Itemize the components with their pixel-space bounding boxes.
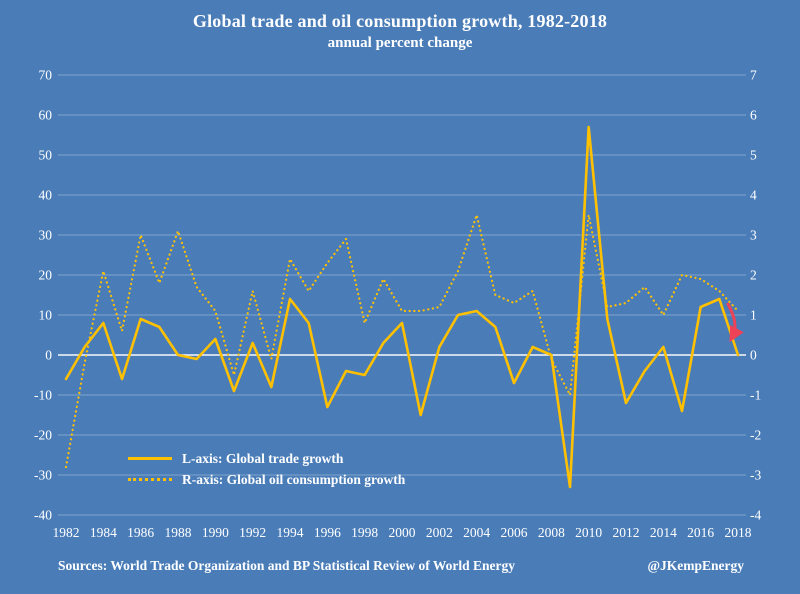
x-axis-tick-label: 2010 (575, 525, 602, 540)
right-axis-tick-label: 1 (750, 308, 757, 323)
right-axis-tick-label: 6 (750, 108, 757, 123)
oil-consumption-line-series (64, 213, 740, 469)
right-axis-tick-label: 4 (750, 188, 757, 203)
x-axis-tick-label: 2008 (538, 525, 565, 540)
chart-footer: Sources: World Trade Organization and BP… (0, 550, 800, 574)
chart-legend: L-axis: Global trade growth R-axis: Glob… (128, 448, 405, 490)
left-axis-tick-label: 60 (39, 108, 53, 123)
left-axis-tick-label: 70 (39, 68, 53, 83)
x-axis-tick-label: 1984 (90, 525, 117, 540)
chart-canvas: -40 -4-30 -3-20 -2-10 -10 010 120 230 340 450 560 6… (34, 68, 761, 541)
left-axis-tick-label: 10 (39, 308, 53, 323)
x-axis-tick-label: 2012 (613, 525, 640, 540)
x-axis-tick-label: 2014 (650, 525, 677, 540)
right-axis-tick-label: -4 (750, 508, 761, 523)
right-axis-tick-label: 7 (750, 68, 757, 83)
x-axis-tick-label: 2002 (426, 525, 453, 540)
right-axis-tick-label: 2 (750, 268, 757, 283)
legend-label-oil: R-axis: Global oil consumption growth (182, 471, 406, 487)
legend-item-oil: R-axis: Global oil consumption growth (128, 469, 405, 490)
left-axis-tick-label: -30 (34, 468, 52, 483)
right-axis-tick-label: -3 (750, 468, 761, 483)
chart-area: -40 -4 -30 -3 -20 -2 -10 -1 0 0 10 1 20 2 30 3 40 4 50 5 60 6… (0, 60, 800, 550)
left-axis-tick-label: 50 (39, 148, 53, 163)
left-axis-tick-label: -10 (34, 388, 52, 403)
right-axis-tick-label: 0 (750, 348, 757, 363)
x-axis-tick-label: 1982 (53, 525, 80, 540)
author-handle: @JKempEnergy (647, 558, 744, 573)
chart-title: Global trade and oil consumption growth,… (192, 11, 608, 31)
dotted-line-sample (128, 478, 172, 481)
chart-subtitle: annual percent change (327, 35, 473, 51)
x-axis-tick-label: 2016 (687, 525, 714, 540)
x-axis-tick-label: 1988 (165, 525, 192, 540)
trade-growth-line-series (64, 125, 740, 489)
x-axis-tick-label: 2004 (463, 525, 490, 540)
x-axis-tick-label: 1986 (127, 525, 154, 540)
left-axis-tick-label: -20 (34, 428, 52, 443)
left-axis-tick-label: 0 (45, 348, 52, 363)
x-axis-tick-label: 2018 (725, 525, 752, 540)
right-axis-tick-label: 5 (750, 148, 757, 163)
decline-arrow-annotation (726, 302, 744, 343)
right-axis-tick-label: -1 (750, 388, 761, 403)
solid-line-sample (128, 457, 172, 460)
x-axis-tick-label: 1994 (277, 525, 304, 540)
left-axis-tick-label: 30 (39, 228, 53, 243)
x-axis-tick-label: 1992 (239, 525, 266, 540)
x-axis-tick-label: 2006 (501, 525, 528, 540)
left-axis-tick-label: 40 (39, 188, 53, 203)
chart-header: Global trade and oil consumption growth,… (0, 0, 800, 60)
legend-item-trade: L-axis: Global trade growth (128, 448, 405, 469)
x-axis-tick-label: 1998 (351, 525, 378, 540)
left-axis-tick-label: -40 (34, 508, 52, 523)
x-axis-tick-label: 1996 (314, 525, 341, 540)
right-axis-tick-label: 3 (750, 228, 757, 243)
x-axis-tick-label: 2000 (389, 525, 416, 540)
legend-label-trade: L-axis: Global trade growth (182, 450, 344, 466)
sources-note: Sources: World Trade Organization and BP… (58, 558, 516, 573)
x-axis-tick-label: 1990 (202, 525, 229, 540)
left-axis-tick-label: 20 (39, 268, 53, 283)
right-axis-tick-label: -2 (750, 428, 761, 443)
